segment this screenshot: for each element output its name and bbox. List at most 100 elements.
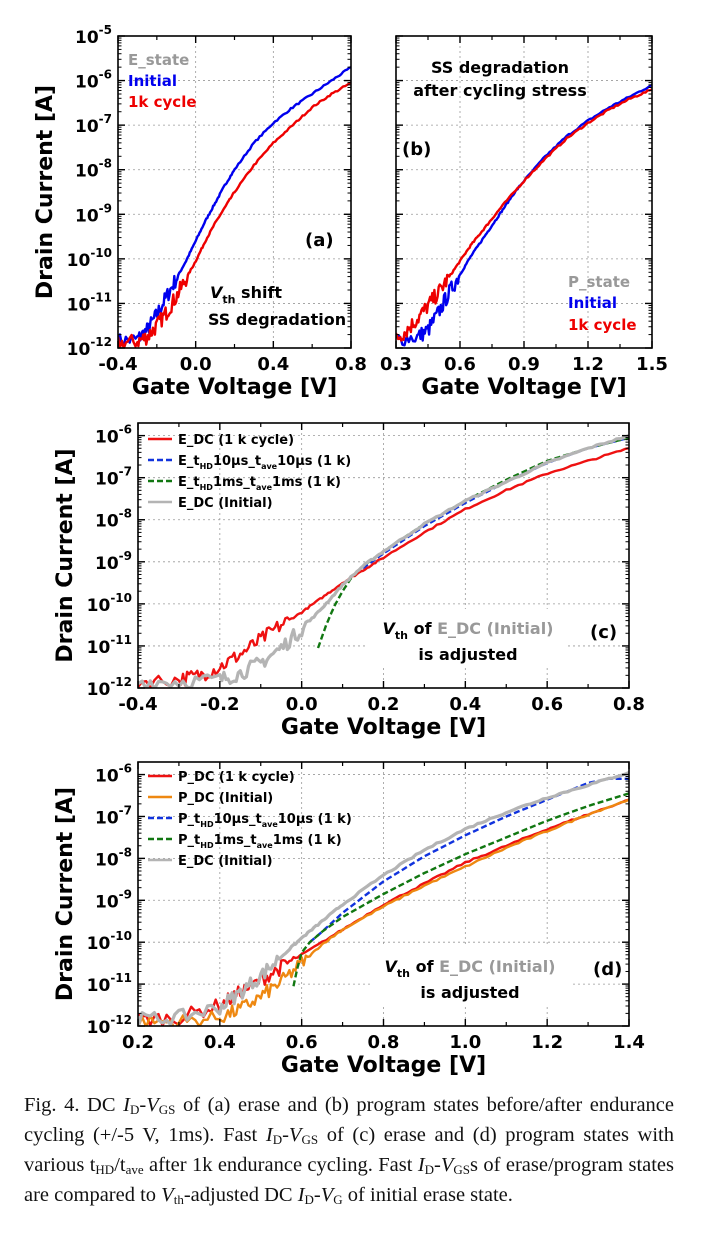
- legend-title: P_state: [568, 273, 630, 291]
- annotation-vth: Vth of E_DC (Initial): [385, 957, 556, 980]
- x-tick-label: 0.4: [204, 1032, 236, 1053]
- y-tick-base: 10: [75, 73, 99, 93]
- series-group: [138, 434, 629, 688]
- annotation-line: SS degradation: [431, 58, 569, 77]
- x-tick-label: 0.8: [613, 694, 645, 715]
- y-tick-exponent: -8: [119, 845, 132, 859]
- annotation-sub: th: [397, 967, 410, 980]
- legend-entry: P_DC (1 k cycle): [178, 770, 295, 785]
- legend-text: E_t: [178, 475, 200, 490]
- x-tick-label: 0.9: [508, 354, 540, 375]
- legend-entry: E_DC (Initial): [178, 854, 273, 869]
- annotation-sub: th: [222, 293, 235, 306]
- annotation-bg: [368, 609, 568, 666]
- y-tick-base: 10: [95, 892, 119, 912]
- y-tick-base: 10: [87, 976, 111, 996]
- annotation-vth: Vth of E_DC (Initial): [383, 619, 554, 642]
- legend-text: P_t: [178, 812, 200, 827]
- x-tick-label: 0.4: [257, 354, 289, 375]
- legend-entry: P_DC (Initial): [178, 791, 273, 806]
- x-tick-label: 1.0: [449, 1032, 481, 1053]
- y-tick-exponent: -8: [119, 507, 132, 521]
- y-tick-label: 10-10: [87, 929, 132, 954]
- y-tick-exponent: -11: [110, 971, 132, 985]
- legend: P_DC (1 k cycle) P_DC (Initial) P_tHD10μs_…: [148, 770, 352, 869]
- legend-text: 1ms (1 k): [272, 475, 341, 490]
- y-tick-label: 10-9: [95, 887, 132, 912]
- y-tick-base: 10: [95, 767, 119, 787]
- x-tick-label: 0.0: [180, 354, 212, 375]
- annotation-of: of: [408, 619, 437, 638]
- y-axis-label: Drain Current [A]: [33, 85, 58, 299]
- annotation-highlight: E_DC (Initial): [437, 619, 553, 638]
- panel-label: (a): [305, 230, 334, 251]
- legend-entry: P_tHD10μs_tave10μs (1 k): [178, 812, 352, 829]
- y-tick-exponent: -5: [99, 23, 112, 37]
- y-axis-label: Drain Current [A]: [53, 787, 78, 1001]
- y-tick-base: 10: [87, 638, 111, 658]
- y-tick-label: 10-7: [75, 112, 112, 137]
- x-tick-label: 1.5: [636, 354, 668, 375]
- y-tick-exponent: -11: [90, 290, 112, 304]
- legend-entry: P_tHD1ms_tave1ms (1 k): [178, 833, 342, 850]
- y-tick-label: 10-12: [67, 335, 112, 360]
- y-tick-label: 10-7: [95, 465, 132, 490]
- y-tick-exponent: -6: [119, 423, 132, 437]
- y-tick-label: 10-10: [87, 591, 132, 616]
- y-tick-label: 10-8: [75, 157, 112, 182]
- y-tick-base: 10: [95, 428, 119, 448]
- y-tick-exponent: -9: [99, 201, 112, 215]
- x-tick-label: 1.2: [531, 1032, 563, 1053]
- y-tick-exponent: -12: [90, 335, 112, 349]
- y-tick-base: 10: [87, 1018, 111, 1038]
- x-tick-label: -0.4: [118, 694, 157, 715]
- y-tick-label: 10-9: [95, 549, 132, 574]
- x-tick-label: 0.2: [122, 1032, 154, 1053]
- x-axis-label: Gate Voltage [V]: [132, 375, 337, 400]
- y-tick-exponent: -12: [110, 1013, 132, 1027]
- x-tick-label: 0.0: [286, 694, 318, 715]
- legend-text: E_t: [178, 454, 200, 469]
- series-group: [138, 771, 629, 1026]
- y-tick-base: 10: [87, 680, 111, 700]
- legend-sub: HD: [200, 841, 214, 850]
- y-tick-label: 10-6: [95, 762, 132, 787]
- y-tick-base: 10: [95, 470, 119, 490]
- legend-sub: HD: [200, 462, 214, 471]
- legend-text: 10μs_t: [213, 454, 261, 469]
- annotation-adjusted: is adjusted: [418, 645, 517, 664]
- annotation-bg: [370, 947, 570, 1004]
- y-tick-exponent: -10: [110, 929, 132, 943]
- x-axis-label: Gate Voltage [V]: [281, 715, 486, 740]
- y-tick-exponent: -9: [119, 549, 132, 563]
- y-tick-label: 10-12: [87, 675, 132, 700]
- legend-text: 1ms_t: [214, 833, 257, 848]
- y-tick-base: 10: [75, 206, 99, 226]
- x-tick-label: 0.8: [368, 1032, 400, 1053]
- annotation-v: V: [385, 957, 399, 976]
- y-tick-base: 10: [95, 808, 119, 828]
- y-tick-exponent: -12: [110, 675, 132, 689]
- panel-b: 0.3 0.6 0.9 1.2 1.5 Gate Voltage [V] SS degrad…: [380, 35, 668, 400]
- legend-text: P_t: [178, 833, 200, 848]
- annotation-of: of: [410, 957, 439, 976]
- legend-title: E_state: [128, 51, 189, 69]
- legend-text: 1ms_t: [213, 475, 256, 490]
- x-tick-label: 0.8: [335, 354, 367, 375]
- y-tick-exponent: -10: [110, 591, 132, 605]
- annotation-adjusted: is adjusted: [420, 983, 519, 1002]
- legend-entry: E_tHD10μs_tave10μs (1 k): [178, 454, 351, 471]
- panel-label: (d): [593, 959, 622, 980]
- x-axis-label: Gate Voltage [V]: [281, 1053, 486, 1078]
- y-tick-label: 10-10: [67, 246, 112, 271]
- y-tick-exponent: -8: [99, 157, 112, 171]
- y-tick-label: 10-7: [95, 803, 132, 828]
- y-tick-label: 10-6: [95, 423, 132, 448]
- y-tick-exponent: -6: [119, 762, 132, 776]
- y-tick-label: 10-5: [75, 23, 112, 48]
- y-tick-exponent: -7: [119, 465, 132, 479]
- legend-entry: E_tHD1ms_tave1ms (1 k): [178, 475, 341, 492]
- x-tick-label: -0.4: [98, 354, 137, 375]
- y-tick-base: 10: [67, 340, 91, 360]
- legend-sub: HD: [200, 820, 214, 829]
